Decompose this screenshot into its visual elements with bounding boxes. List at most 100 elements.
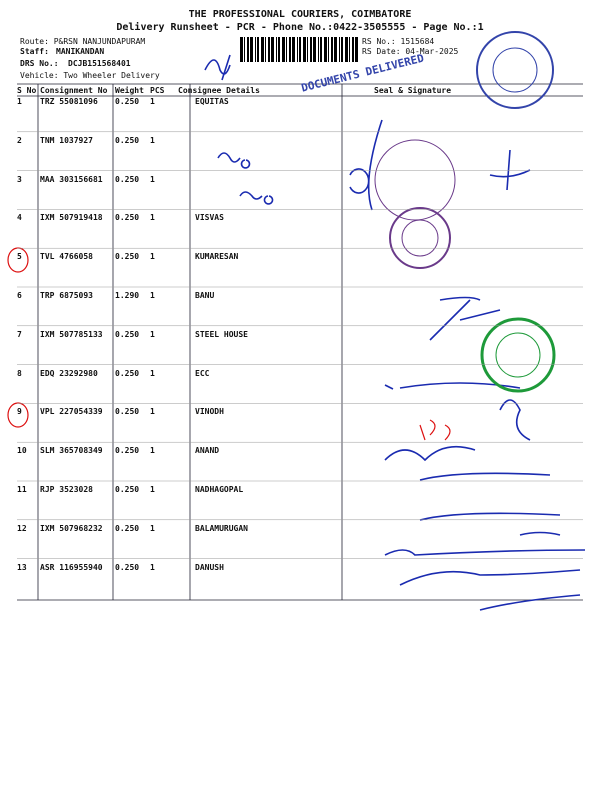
s-no: 1 bbox=[17, 97, 22, 106]
company-name: THE PROFESSIONAL COURIERS, COIMBATORE bbox=[188, 9, 412, 20]
barcode-bar bbox=[328, 37, 329, 62]
seal-header: Seal & Signature bbox=[374, 86, 452, 95]
vehicle: Vehicle: Two Wheeler Delivery bbox=[20, 71, 160, 80]
barcode-bar bbox=[278, 37, 280, 62]
rs-date: RS Date: 04-Mar-2025 bbox=[362, 47, 459, 56]
consignment-no: IXM 507785133 bbox=[40, 329, 103, 339]
barcode-bar bbox=[310, 37, 312, 62]
pcs: 1 bbox=[150, 97, 155, 106]
consignment-no: TVL 4766058 bbox=[40, 252, 93, 262]
handwriting bbox=[204, 54, 586, 611]
barcode-bar bbox=[244, 37, 245, 62]
consignee: VISVAS bbox=[195, 213, 224, 223]
s-no: 4 bbox=[17, 213, 22, 223]
s-no: 13 bbox=[17, 562, 27, 572]
barcode-bar bbox=[247, 37, 249, 62]
pcs: 1 bbox=[150, 135, 155, 145]
consignee-header: Consignee Details bbox=[178, 86, 260, 95]
barcode-bar bbox=[299, 37, 301, 62]
weight: 1.290 bbox=[115, 291, 140, 300]
drs-label: DRS No.: bbox=[20, 59, 59, 68]
pcs: 1 bbox=[150, 252, 155, 262]
barcode-bar bbox=[292, 37, 295, 62]
consignee: VINODH bbox=[195, 407, 224, 417]
weight: 0.250 bbox=[115, 523, 140, 533]
barcode-bar bbox=[313, 37, 316, 62]
consignment-no: EDQ 23292980 bbox=[40, 368, 98, 378]
consignment-no: ASR 116955940 bbox=[40, 562, 103, 572]
weight: 0.250 bbox=[115, 329, 140, 339]
consignment-no: IXM 507919418 bbox=[40, 213, 103, 223]
consignee: KUMARESAN bbox=[195, 252, 239, 262]
consignee: EQUITAS bbox=[195, 97, 229, 106]
s-no: 10 bbox=[17, 446, 27, 456]
barcode bbox=[240, 37, 358, 62]
pcs: 1 bbox=[150, 174, 155, 184]
s-no: 5 bbox=[17, 252, 22, 262]
barcode-bar bbox=[261, 37, 264, 62]
pcs: 1 bbox=[150, 368, 155, 378]
barcode-bar bbox=[289, 37, 291, 62]
consignment-header: Consignment No bbox=[40, 86, 108, 95]
weight: 0.250 bbox=[115, 562, 140, 572]
barcode-bar bbox=[331, 37, 333, 62]
s-no: 9 bbox=[17, 407, 22, 417]
barcode-bar bbox=[341, 37, 343, 62]
s-no: 6 bbox=[17, 291, 22, 300]
pcs: 1 bbox=[150, 213, 155, 223]
barcode-bar bbox=[240, 37, 243, 62]
consignment-no: RJP 3523028 bbox=[40, 485, 93, 494]
pcs: 1 bbox=[150, 523, 155, 533]
barcode-bar bbox=[303, 37, 306, 62]
barcode-bar bbox=[355, 37, 358, 62]
runsheet-subtitle: Delivery Runsheet - PCR - Phone No.:0422… bbox=[116, 22, 484, 33]
pcs: 1 bbox=[150, 485, 155, 494]
barcode-bar bbox=[271, 37, 274, 62]
consignment-no: TRP 6875093 bbox=[40, 291, 93, 300]
barcode-bar bbox=[320, 37, 322, 62]
pcs: 1 bbox=[150, 407, 155, 417]
consignee: STEEL HOUSE bbox=[195, 329, 248, 339]
s-no-header: S No bbox=[17, 86, 37, 95]
weight: 0.250 bbox=[115, 213, 140, 223]
barcode-bar bbox=[297, 37, 298, 62]
weight: 0.250 bbox=[115, 368, 140, 378]
barcode-bar bbox=[276, 37, 277, 62]
weight: 0.250 bbox=[115, 135, 140, 145]
consignee: BANU bbox=[195, 291, 215, 300]
barcode-bar bbox=[349, 37, 350, 62]
consignee: ECC bbox=[195, 368, 210, 378]
staff: MANIKANDAN bbox=[56, 47, 105, 56]
barcode-bar bbox=[250, 37, 253, 62]
s-no: 3 bbox=[17, 174, 22, 184]
consignment-no: VPL 227054339 bbox=[40, 407, 103, 417]
consignment-no: SLM 365708349 bbox=[40, 446, 103, 456]
barcode-bar bbox=[286, 37, 287, 62]
weight: 0.250 bbox=[115, 407, 140, 417]
consignment-no: TNM 1037927 bbox=[40, 135, 93, 145]
barcode-bar bbox=[324, 37, 327, 62]
s-no: 2 bbox=[17, 135, 22, 145]
barcode-bar bbox=[255, 37, 256, 62]
pcs-header: PCS bbox=[150, 86, 165, 95]
weight: 0.250 bbox=[115, 252, 140, 262]
consignment-no: MAA 303156681 bbox=[40, 174, 103, 184]
barcode-bar bbox=[318, 37, 319, 62]
s-no: 8 bbox=[17, 368, 22, 378]
s-no: 7 bbox=[17, 329, 22, 339]
barcode-bar bbox=[345, 37, 348, 62]
table-rules bbox=[17, 83, 583, 601]
weight: 0.250 bbox=[115, 174, 140, 184]
pcs: 1 bbox=[150, 329, 155, 339]
barcode-bar bbox=[339, 37, 340, 62]
drs-number: DCJB151568401 bbox=[68, 59, 131, 68]
barcode-bar bbox=[282, 37, 285, 62]
route: Route: P&RSN NANJUNDAPURAM bbox=[20, 37, 146, 46]
consignee: DANUSH bbox=[195, 562, 224, 572]
pcs: 1 bbox=[150, 562, 155, 572]
barcode-bar bbox=[352, 37, 354, 62]
barcode-bar bbox=[334, 37, 337, 62]
stamps bbox=[374, 31, 556, 393]
